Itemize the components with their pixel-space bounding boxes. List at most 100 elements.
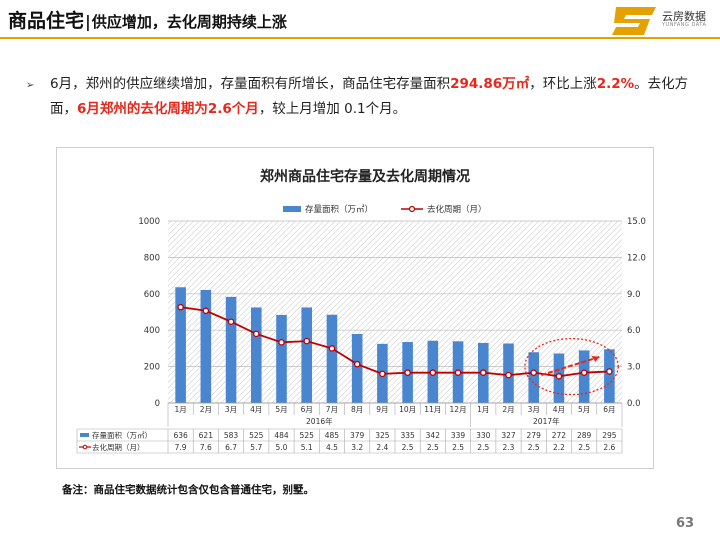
period-point <box>227 318 235 325</box>
period-point <box>505 371 512 379</box>
table-cell-area: 485 <box>325 431 340 440</box>
summary-highlight-area: 294.86万㎡ <box>450 76 530 92</box>
table-cell-area: 335 <box>400 431 415 440</box>
summary-part-1: 6月，郑州的供应继续增加，存量面积有所增长，商品住宅存量面积 <box>50 76 451 92</box>
table-cell-period: 2.4 <box>376 443 388 452</box>
y-left-tick-label: 600 <box>144 290 160 300</box>
table-cell-area: 325 <box>375 431 390 440</box>
table-cell-area: 525 <box>300 431 315 440</box>
bar <box>250 307 262 403</box>
y-left-tick-label: 400 <box>144 326 160 336</box>
x-tick-label: 10月 <box>399 405 416 414</box>
period-point <box>278 339 285 346</box>
table-cell-period: 4.5 <box>326 443 338 452</box>
bar <box>225 296 237 403</box>
table-cell-period: 6.7 <box>225 443 237 452</box>
table-cell-period: 5.0 <box>276 443 288 452</box>
legend-bar-label: 存量面积（万㎡） <box>305 204 373 215</box>
table-cell-area: 525 <box>249 431 264 440</box>
period-point <box>480 369 487 376</box>
table-cell-period: 3.2 <box>351 443 363 452</box>
table-cell-area: 339 <box>451 431 466 440</box>
table-cell-area: 272 <box>552 431 567 440</box>
table-cell-period: 2.2 <box>553 443 565 452</box>
yunfang-logo-icon <box>612 7 656 35</box>
table-cell-period: 7.6 <box>200 443 212 452</box>
x-tick-label: 3月 <box>528 405 540 414</box>
period-point <box>379 370 386 378</box>
table-cell-period: 2.5 <box>578 443 590 452</box>
year-label: 2016年 <box>306 416 333 426</box>
x-tick-label: 2月 <box>502 405 514 414</box>
bullet-arrow-icon: ➢ <box>26 80 35 91</box>
legend-bar-swatch <box>283 206 301 212</box>
x-tick-label: 4月 <box>553 405 565 414</box>
period-point <box>202 307 210 315</box>
bar <box>604 349 615 403</box>
period-point <box>177 303 184 311</box>
page-number: 63 <box>676 516 695 531</box>
period-point <box>253 330 260 338</box>
table-cell-area: 279 <box>527 431 542 440</box>
x-tick-label: 6月 <box>301 405 313 414</box>
table-cell-period: 2.5 <box>477 443 489 452</box>
emphasis-ellipse <box>524 337 619 396</box>
bar <box>200 289 212 403</box>
x-tick-label: 1月 <box>174 405 186 414</box>
table-cell-period: 2.5 <box>402 443 414 452</box>
x-tick-label: 4月 <box>250 405 262 414</box>
x-tick-label: 3月 <box>225 405 237 414</box>
table-cell-area: 379 <box>350 431 365 440</box>
x-tick-label: 8月 <box>351 405 363 414</box>
x-tick-label: 5月 <box>578 405 590 414</box>
table-bar-swatch <box>80 433 89 437</box>
period-point <box>555 373 563 380</box>
period-point <box>404 369 411 376</box>
y-right-tick-label: 0.0 <box>627 399 641 409</box>
y-right-tick-label: 3.0 <box>627 363 641 373</box>
table-cell-period: 7.9 <box>175 443 187 452</box>
table-cell-period: 5.7 <box>250 443 262 452</box>
period-point <box>454 369 462 376</box>
bar <box>175 287 186 403</box>
footnote: 备注：商品住宅数据统计包含仅包含普通住宅，别墅。 <box>62 484 314 496</box>
x-tick-label: 7月 <box>326 405 338 414</box>
logo-text: 云房数据 <box>662 10 706 23</box>
y-left-tick-label: 200 <box>144 363 160 373</box>
period-point <box>303 337 310 345</box>
year-label: 2017年 <box>533 416 560 426</box>
legend-line-label: 去化周期（月） <box>427 204 487 215</box>
x-tick-label: 1月 <box>477 405 489 414</box>
period-point <box>328 345 336 352</box>
y-right-tick-label: 15.0 <box>627 217 646 227</box>
y-left-tick-label: 800 <box>144 253 160 263</box>
chart-container: 郑州商品住宅存量及去化周期情况 0 0.0 200 3.0 400 6.0 600 9.0 80… <box>56 147 654 469</box>
table-cell-area: 295 <box>602 431 617 440</box>
table-row-label: 存量面积（万㎡） <box>92 430 152 440</box>
table-cell-area: 484 <box>274 431 289 440</box>
table-cell-period: 2.6 <box>603 443 615 452</box>
title-main: 商品住宅 <box>8 10 85 32</box>
table-line-marker <box>82 444 88 450</box>
trend-arrow-icon <box>540 355 600 377</box>
x-tick-label: 12月 <box>450 405 467 414</box>
period-point <box>353 360 361 368</box>
y-right-tick-label: 9.0 <box>627 290 641 300</box>
period-point <box>580 369 588 376</box>
table-cell-area: 289 <box>577 431 592 440</box>
x-tick-label: 9月 <box>376 405 388 414</box>
period-line <box>180 306 610 378</box>
y-left-tick-label: 1000 <box>138 217 160 227</box>
y-left-tick-label: 0 <box>155 399 160 409</box>
bar <box>578 350 590 403</box>
summary-highlight-period: 6月郑州的去化周期为2.6个月 <box>77 101 259 117</box>
table-cell-period: 2.5 <box>452 443 464 452</box>
legend-line-marker <box>408 205 416 213</box>
bar <box>276 314 287 403</box>
table-cell-area: 330 <box>476 431 491 440</box>
table-cell-area: 583 <box>224 431 239 440</box>
summary-part-4: ，较上月增加 0.1个月。 <box>258 101 407 117</box>
table-cell-area: 636 <box>173 431 188 440</box>
table-cell-area: 342 <box>426 431 441 440</box>
bar <box>326 314 338 403</box>
